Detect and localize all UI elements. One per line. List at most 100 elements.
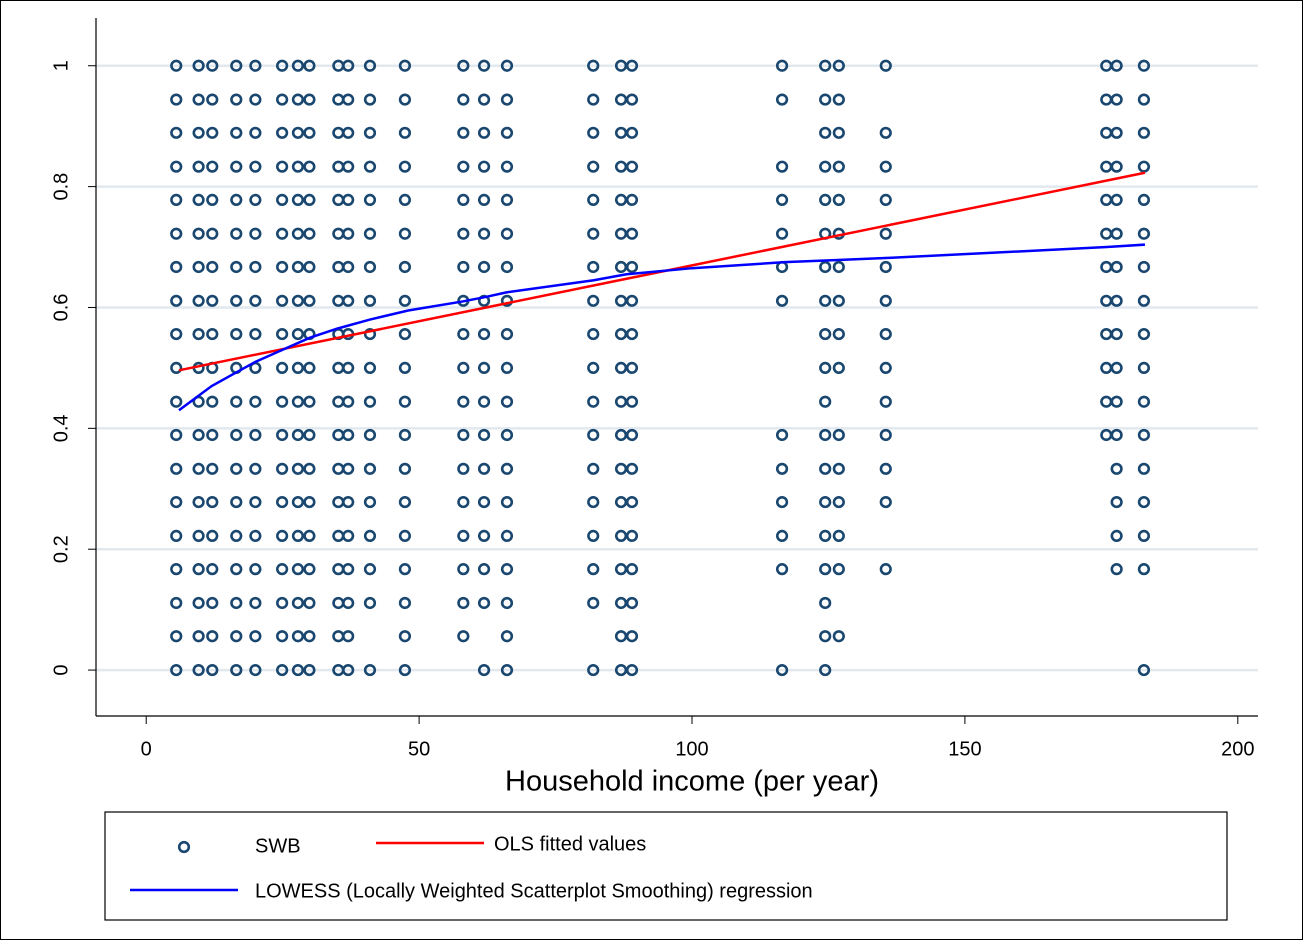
point <box>775 563 789 576</box>
point <box>398 294 412 307</box>
point <box>398 663 412 677</box>
point <box>1137 126 1151 139</box>
point <box>398 596 412 610</box>
point <box>342 529 355 543</box>
point <box>775 462 789 475</box>
point <box>1110 327 1123 341</box>
point <box>477 563 491 576</box>
point <box>625 563 639 576</box>
point <box>303 563 316 576</box>
point <box>363 361 377 375</box>
point <box>500 294 514 307</box>
point <box>363 327 377 341</box>
point <box>170 327 183 341</box>
point <box>832 260 845 274</box>
point <box>614 260 628 274</box>
point <box>879 563 892 576</box>
point <box>303 260 316 274</box>
point <box>303 227 316 240</box>
point <box>192 193 205 207</box>
point <box>192 126 205 139</box>
point <box>832 361 845 375</box>
legend-label: SWB <box>255 835 301 857</box>
point <box>303 428 316 442</box>
point <box>249 193 262 207</box>
point <box>879 428 892 442</box>
point <box>879 260 892 274</box>
point <box>192 630 205 643</box>
point <box>477 327 491 341</box>
point <box>625 361 639 375</box>
point <box>500 93 514 106</box>
point <box>398 227 412 240</box>
point <box>1110 462 1123 475</box>
point <box>249 59 262 72</box>
point <box>206 395 219 408</box>
point <box>457 428 470 442</box>
point <box>398 93 412 106</box>
point <box>291 563 305 576</box>
point <box>363 227 377 240</box>
point <box>819 327 832 341</box>
point <box>249 495 262 509</box>
point <box>819 361 832 375</box>
point <box>398 193 412 207</box>
point <box>398 495 412 509</box>
point <box>832 428 845 442</box>
point <box>775 294 789 307</box>
point <box>170 529 183 543</box>
point <box>819 630 832 643</box>
point <box>291 361 305 375</box>
point <box>1137 529 1151 543</box>
point <box>457 126 470 139</box>
point <box>457 563 470 576</box>
point <box>879 395 892 408</box>
point <box>363 59 377 72</box>
point <box>192 294 205 307</box>
point <box>363 294 377 307</box>
point <box>303 395 316 408</box>
point <box>342 227 355 240</box>
point <box>500 193 514 207</box>
point <box>363 596 377 610</box>
point <box>500 563 514 576</box>
point <box>363 462 377 475</box>
point <box>1137 193 1151 207</box>
point <box>276 260 289 274</box>
point <box>614 395 628 408</box>
point <box>457 193 470 207</box>
point <box>500 126 514 139</box>
point <box>249 596 262 610</box>
point <box>303 596 316 610</box>
point <box>291 596 305 610</box>
point <box>1137 260 1151 274</box>
point <box>614 327 628 341</box>
point <box>500 529 514 543</box>
point <box>587 428 600 442</box>
point <box>1110 160 1123 173</box>
point <box>477 361 491 375</box>
point <box>291 462 305 475</box>
point <box>879 227 892 240</box>
point <box>775 193 789 207</box>
point <box>342 160 355 173</box>
point <box>500 462 514 475</box>
point <box>879 462 892 475</box>
point <box>1137 294 1151 307</box>
point <box>249 294 262 307</box>
point <box>230 126 243 139</box>
point <box>249 630 262 643</box>
point <box>363 563 377 576</box>
point <box>625 663 639 677</box>
point <box>1137 428 1151 442</box>
point <box>775 428 789 442</box>
point <box>206 160 219 173</box>
point <box>342 361 355 375</box>
point <box>206 260 219 274</box>
point <box>192 462 205 475</box>
point <box>457 529 470 543</box>
point <box>457 596 470 610</box>
point <box>477 160 491 173</box>
point <box>775 227 789 240</box>
point <box>614 361 628 375</box>
